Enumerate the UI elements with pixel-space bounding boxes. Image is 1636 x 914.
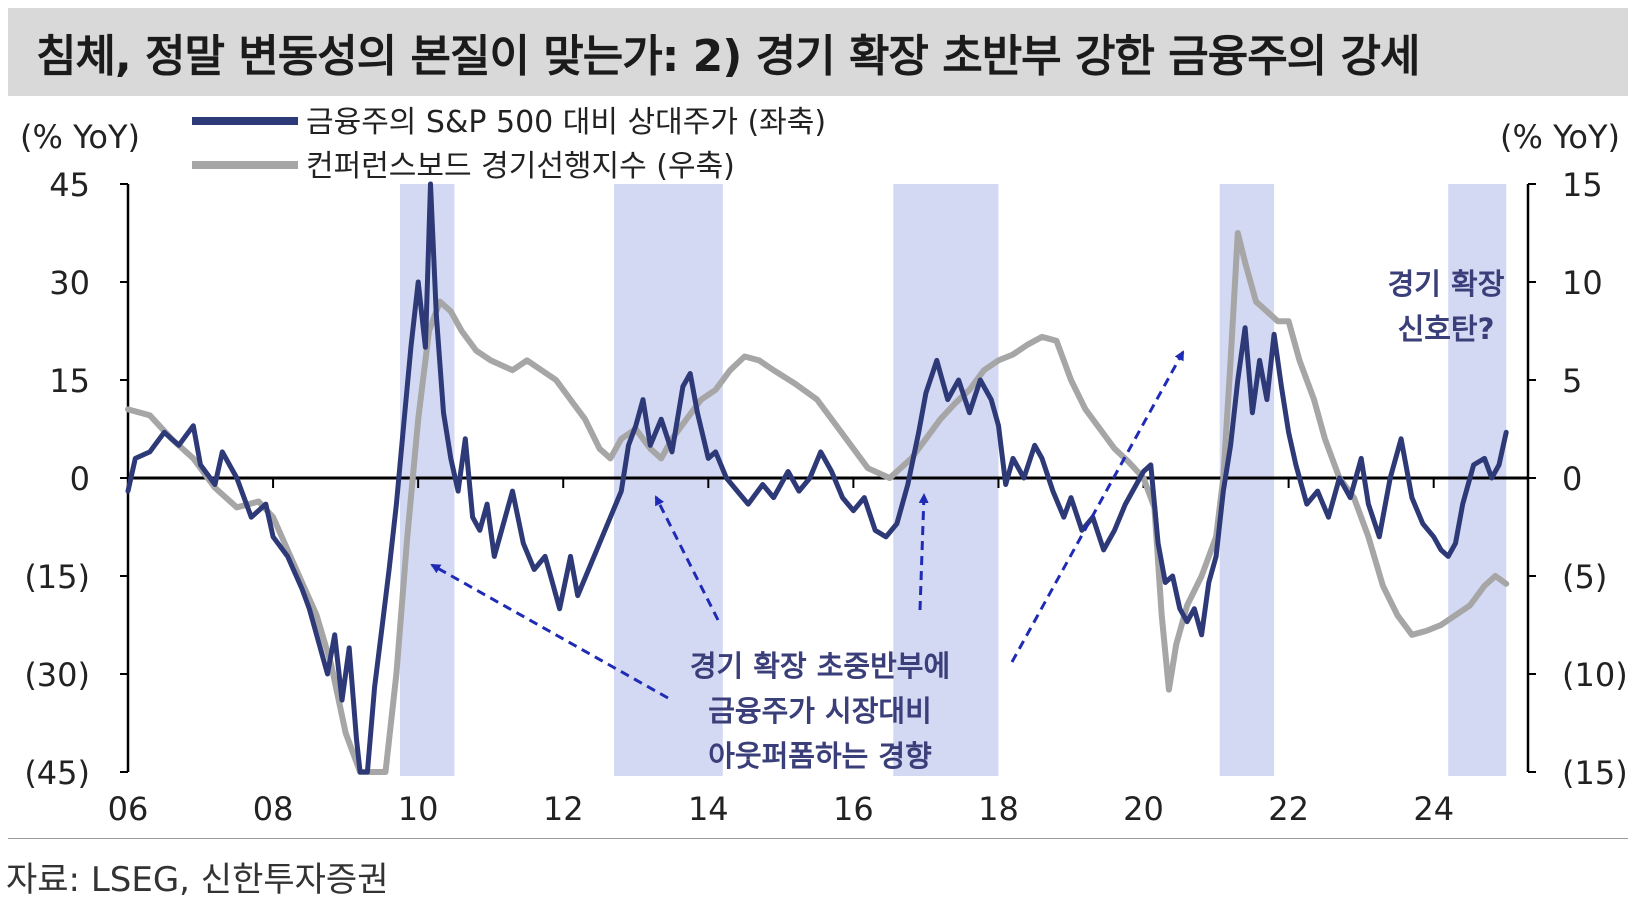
series-line-1	[125, 230, 1510, 775]
right-tick-label: 0	[1562, 460, 1582, 498]
annotation-arrow-0	[430, 563, 669, 700]
left-tick-label: 30	[49, 264, 90, 302]
right-tick-label: 5	[1562, 362, 1582, 400]
series-line-0	[125, 181, 1509, 775]
right-tick-label: 15	[1562, 166, 1603, 204]
annotation-signal-line: 경기 확장	[1388, 267, 1505, 301]
title-bar: 침체, 정말 변동성의 본질이 맞는가: 2) 경기 확장 초반부 강한 금융주…	[8, 8, 1628, 96]
axes: 45 30 15 0 (15) (30) (45) 15 10 5 0 (5) (10) (15) (% Y…	[20, 118, 1628, 828]
x-tick-label: 20	[1123, 790, 1164, 828]
right-tick-label: 10	[1562, 264, 1603, 302]
right-tick-label: (15)	[1562, 754, 1628, 792]
right-tick-label: (10)	[1562, 656, 1628, 694]
x-tick-label: 12	[543, 790, 584, 828]
annotation-arrow-1	[654, 495, 720, 621]
shaded-period-3	[1219, 184, 1275, 776]
chart: 45 30 15 0 (15) (30) (45) 15 10 5 0 (5) (10) (15) (% Y…	[20, 105, 1628, 828]
series-lines	[125, 181, 1510, 775]
annotation-signal-line: 신호탄?	[1398, 312, 1495, 346]
right-tick-label: (5)	[1562, 558, 1607, 596]
annotation-main-line: 경기 확장 초중반부에	[690, 649, 950, 683]
shaded-period-1	[614, 184, 723, 776]
x-tick-label: 14	[688, 790, 729, 828]
left-tick-label: 0	[70, 460, 90, 498]
x-tick-label: 24	[1413, 790, 1454, 828]
x-tick-label: 22	[1268, 790, 1309, 828]
left-tick-label: (15)	[24, 558, 90, 596]
source-note: 자료: LSEG, 신한투자증권	[6, 860, 389, 900]
x-tick-label: 08	[253, 790, 294, 828]
left-axis-unit: (% YoY)	[20, 118, 140, 156]
chart-title: 침체, 정말 변동성의 본질이 맞는가: 2) 경기 확장 초반부 강한 금융주…	[36, 31, 1420, 82]
annotation-main-line: 아웃퍼폼하는 경향	[708, 739, 932, 773]
legend-label-1: 컨퍼런스보드 경기선행지수 (우축)	[306, 149, 735, 184]
x-tick-label: 06	[108, 790, 149, 828]
left-tick-label: (45)	[24, 754, 90, 792]
x-tick-label: 18	[978, 790, 1019, 828]
footer-divider	[8, 838, 1628, 839]
left-tick-label: 45	[49, 166, 90, 204]
annotation-main-line: 금융주가 시장대비	[708, 694, 932, 728]
legend-label-0: 금융주의 S&P 500 대비 상대주가 (좌축)	[306, 105, 826, 140]
left-tick-label: (30)	[24, 656, 90, 694]
shaded-period-4	[1448, 184, 1507, 776]
right-axis-unit: (% YoY)	[1500, 118, 1620, 156]
legend: 금융주의 S&P 500 대비 상대주가 (좌축) 컨퍼런스보드 경기선행지수 (…	[192, 105, 826, 184]
left-tick-label: 15	[49, 362, 90, 400]
annotation-arrow-2	[918, 493, 929, 611]
x-tick-label: 16	[833, 790, 874, 828]
x-tick-label: 10	[398, 790, 439, 828]
